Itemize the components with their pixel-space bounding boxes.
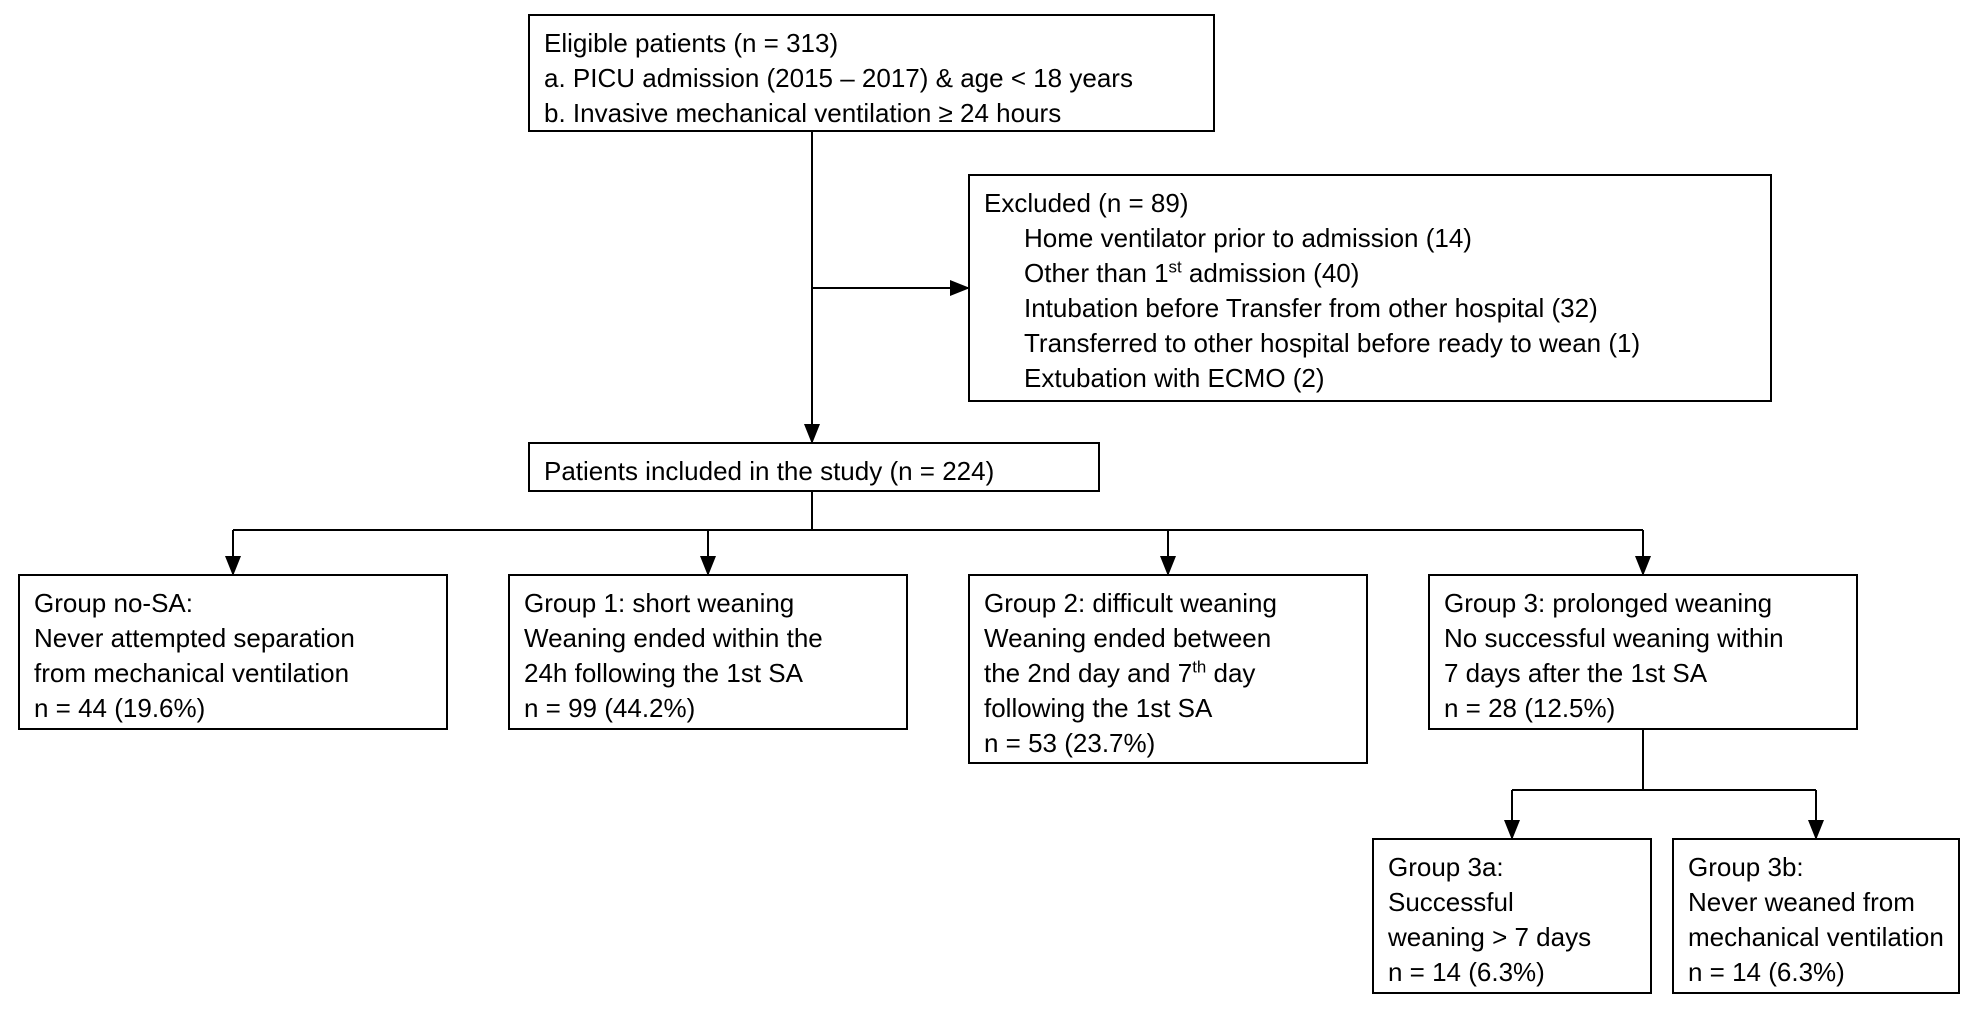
group2-title: Group 2: difficult weaning — [984, 586, 1352, 621]
group3b-l1: Never weaned from — [1688, 885, 1944, 920]
connector-lines — [0, 0, 1961, 1019]
group1-count: n = 99 (44.2%) — [524, 691, 892, 726]
excluded-line-2: Other than 1st admission (40) — [1024, 256, 1756, 291]
group1-l1: Weaning ended within the — [524, 621, 892, 656]
group-no-sa-title: Group no-SA: — [34, 586, 432, 621]
node-group-3b: Group 3b: Never weaned from mechanical v… — [1672, 838, 1960, 994]
group-no-sa-l1: Never attempted separation — [34, 621, 432, 656]
group1-title: Group 1: short weaning — [524, 586, 892, 621]
group2-l2: the 2nd day and 7th day — [984, 656, 1352, 691]
node-included: Patients included in the study (n = 224) — [528, 442, 1100, 492]
node-group-3a: Group 3a: Successful weaning > 7 days n … — [1372, 838, 1652, 994]
node-group-1: Group 1: short weaning Weaning ended wit… — [508, 574, 908, 730]
eligible-title: Eligible patients (n = 313) — [544, 26, 1199, 61]
included-title: Patients included in the study (n = 224) — [544, 454, 1084, 489]
flowchart-container: Eligible patients (n = 313) a. PICU admi… — [0, 0, 1961, 1019]
excluded-line-5: Extubation with ECMO (2) — [1024, 361, 1756, 396]
excluded-line-3: Intubation before Transfer from other ho… — [1024, 291, 1756, 326]
eligible-line-a: a. PICU admission (2015 – 2017) & age < … — [544, 61, 1199, 96]
node-group-2: Group 2: difficult weaning Weaning ended… — [968, 574, 1368, 764]
group2-l3: following the 1st SA — [984, 691, 1352, 726]
group3a-title: Group 3a: — [1388, 850, 1636, 885]
group3b-count: n = 14 (6.3%) — [1688, 955, 1944, 990]
group1-l2: 24h following the 1st SA — [524, 656, 892, 691]
group3-l1: No successful weaning within — [1444, 621, 1842, 656]
excluded-line-1: Home ventilator prior to admission (14) — [1024, 221, 1756, 256]
node-group-3: Group 3: prolonged weaning No successful… — [1428, 574, 1858, 730]
node-eligible: Eligible patients (n = 313) a. PICU admi… — [528, 14, 1215, 132]
group2-l1: Weaning ended between — [984, 621, 1352, 656]
group3-l2: 7 days after the 1st SA — [1444, 656, 1842, 691]
group-no-sa-l2: from mechanical ventilation — [34, 656, 432, 691]
group3-count: n = 28 (12.5%) — [1444, 691, 1842, 726]
node-group-no-sa: Group no-SA: Never attempted separation … — [18, 574, 448, 730]
group3a-l2: weaning > 7 days — [1388, 920, 1636, 955]
node-excluded: Excluded (n = 89) Home ventilator prior … — [968, 174, 1772, 402]
group3a-l1: Successful — [1388, 885, 1636, 920]
group3-title: Group 3: prolonged weaning — [1444, 586, 1842, 621]
excluded-line-4: Transferred to other hospital before rea… — [1024, 326, 1756, 361]
group2-count: n = 53 (23.7%) — [984, 726, 1352, 761]
eligible-line-b: b. Invasive mechanical ventilation ≥ 24 … — [544, 96, 1199, 131]
excluded-title: Excluded (n = 89) — [984, 186, 1756, 221]
group3b-l2: mechanical ventilation — [1688, 920, 1944, 955]
group-no-sa-count: n = 44 (19.6%) — [34, 691, 432, 726]
group3a-count: n = 14 (6.3%) — [1388, 955, 1636, 990]
group3b-title: Group 3b: — [1688, 850, 1944, 885]
